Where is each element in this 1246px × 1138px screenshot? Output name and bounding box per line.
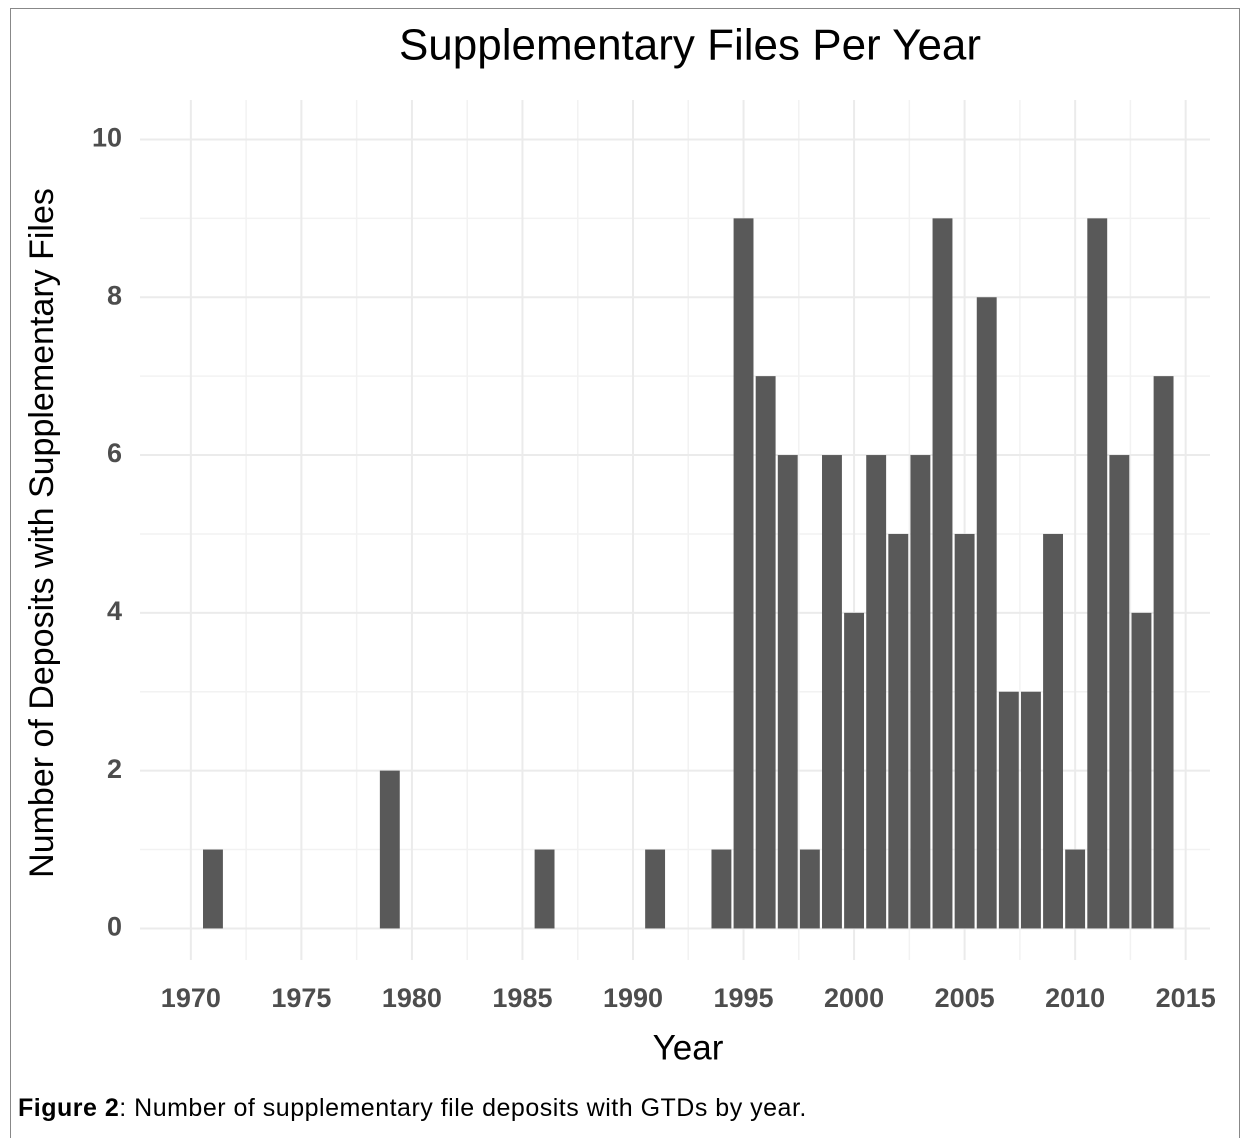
y-tick-label: 8 xyxy=(107,280,122,310)
bar xyxy=(733,218,754,929)
bar xyxy=(1087,218,1108,929)
figure-frame xyxy=(10,8,1240,1138)
y-tick-label: 4 xyxy=(107,596,122,626)
bar xyxy=(954,533,975,929)
x-tick-label: 2000 xyxy=(824,983,884,1013)
x-tick-label: 1970 xyxy=(161,983,221,1013)
bar xyxy=(976,297,997,929)
x-axis-label: Year xyxy=(653,1028,724,1067)
caption-label: Figure 2 xyxy=(18,1094,120,1122)
bar xyxy=(998,691,1019,929)
bar xyxy=(822,455,842,929)
bar xyxy=(866,455,887,929)
bar xyxy=(910,455,931,929)
bar xyxy=(1043,533,1063,929)
bar xyxy=(1020,691,1041,929)
bar xyxy=(1109,455,1130,929)
chart: Supplementary Files Per Year Year Number… xyxy=(23,21,1216,1068)
bar xyxy=(1065,849,1086,929)
x-tick-label: 2010 xyxy=(1045,983,1105,1013)
bar xyxy=(1131,612,1152,929)
bar xyxy=(1153,376,1174,929)
bar xyxy=(711,849,732,929)
caption: Figure 2: Number of supplementary file d… xyxy=(18,1094,807,1123)
bar xyxy=(379,770,400,929)
bar xyxy=(534,849,555,929)
bar xyxy=(777,455,798,929)
x-tick-label: 1975 xyxy=(271,983,331,1013)
bar xyxy=(844,612,865,929)
x-tick-label: 2015 xyxy=(1156,983,1216,1013)
bar xyxy=(888,533,909,929)
y-tick-label: 2 xyxy=(107,754,122,784)
y-tick-label: 10 xyxy=(92,123,122,153)
x-tick-label: 1985 xyxy=(492,983,552,1013)
x-tick-label: 1980 xyxy=(382,983,442,1013)
y-axis-label: Number of Deposits with Supplementary Fi… xyxy=(23,188,61,878)
bar xyxy=(755,376,776,929)
bar xyxy=(799,849,820,929)
bar xyxy=(932,218,953,929)
x-tick-label: 1990 xyxy=(603,983,663,1013)
y-tick-label: 6 xyxy=(107,438,122,468)
bar xyxy=(645,849,666,929)
x-tick-label: 1995 xyxy=(713,983,773,1013)
y-tick-label: 0 xyxy=(107,912,122,942)
chart-title: Supplementary Files Per Year xyxy=(399,21,981,70)
caption-text: : Number of supplementary file deposits … xyxy=(119,1094,807,1122)
bar xyxy=(203,849,223,929)
x-tick-label: 2005 xyxy=(935,983,995,1013)
